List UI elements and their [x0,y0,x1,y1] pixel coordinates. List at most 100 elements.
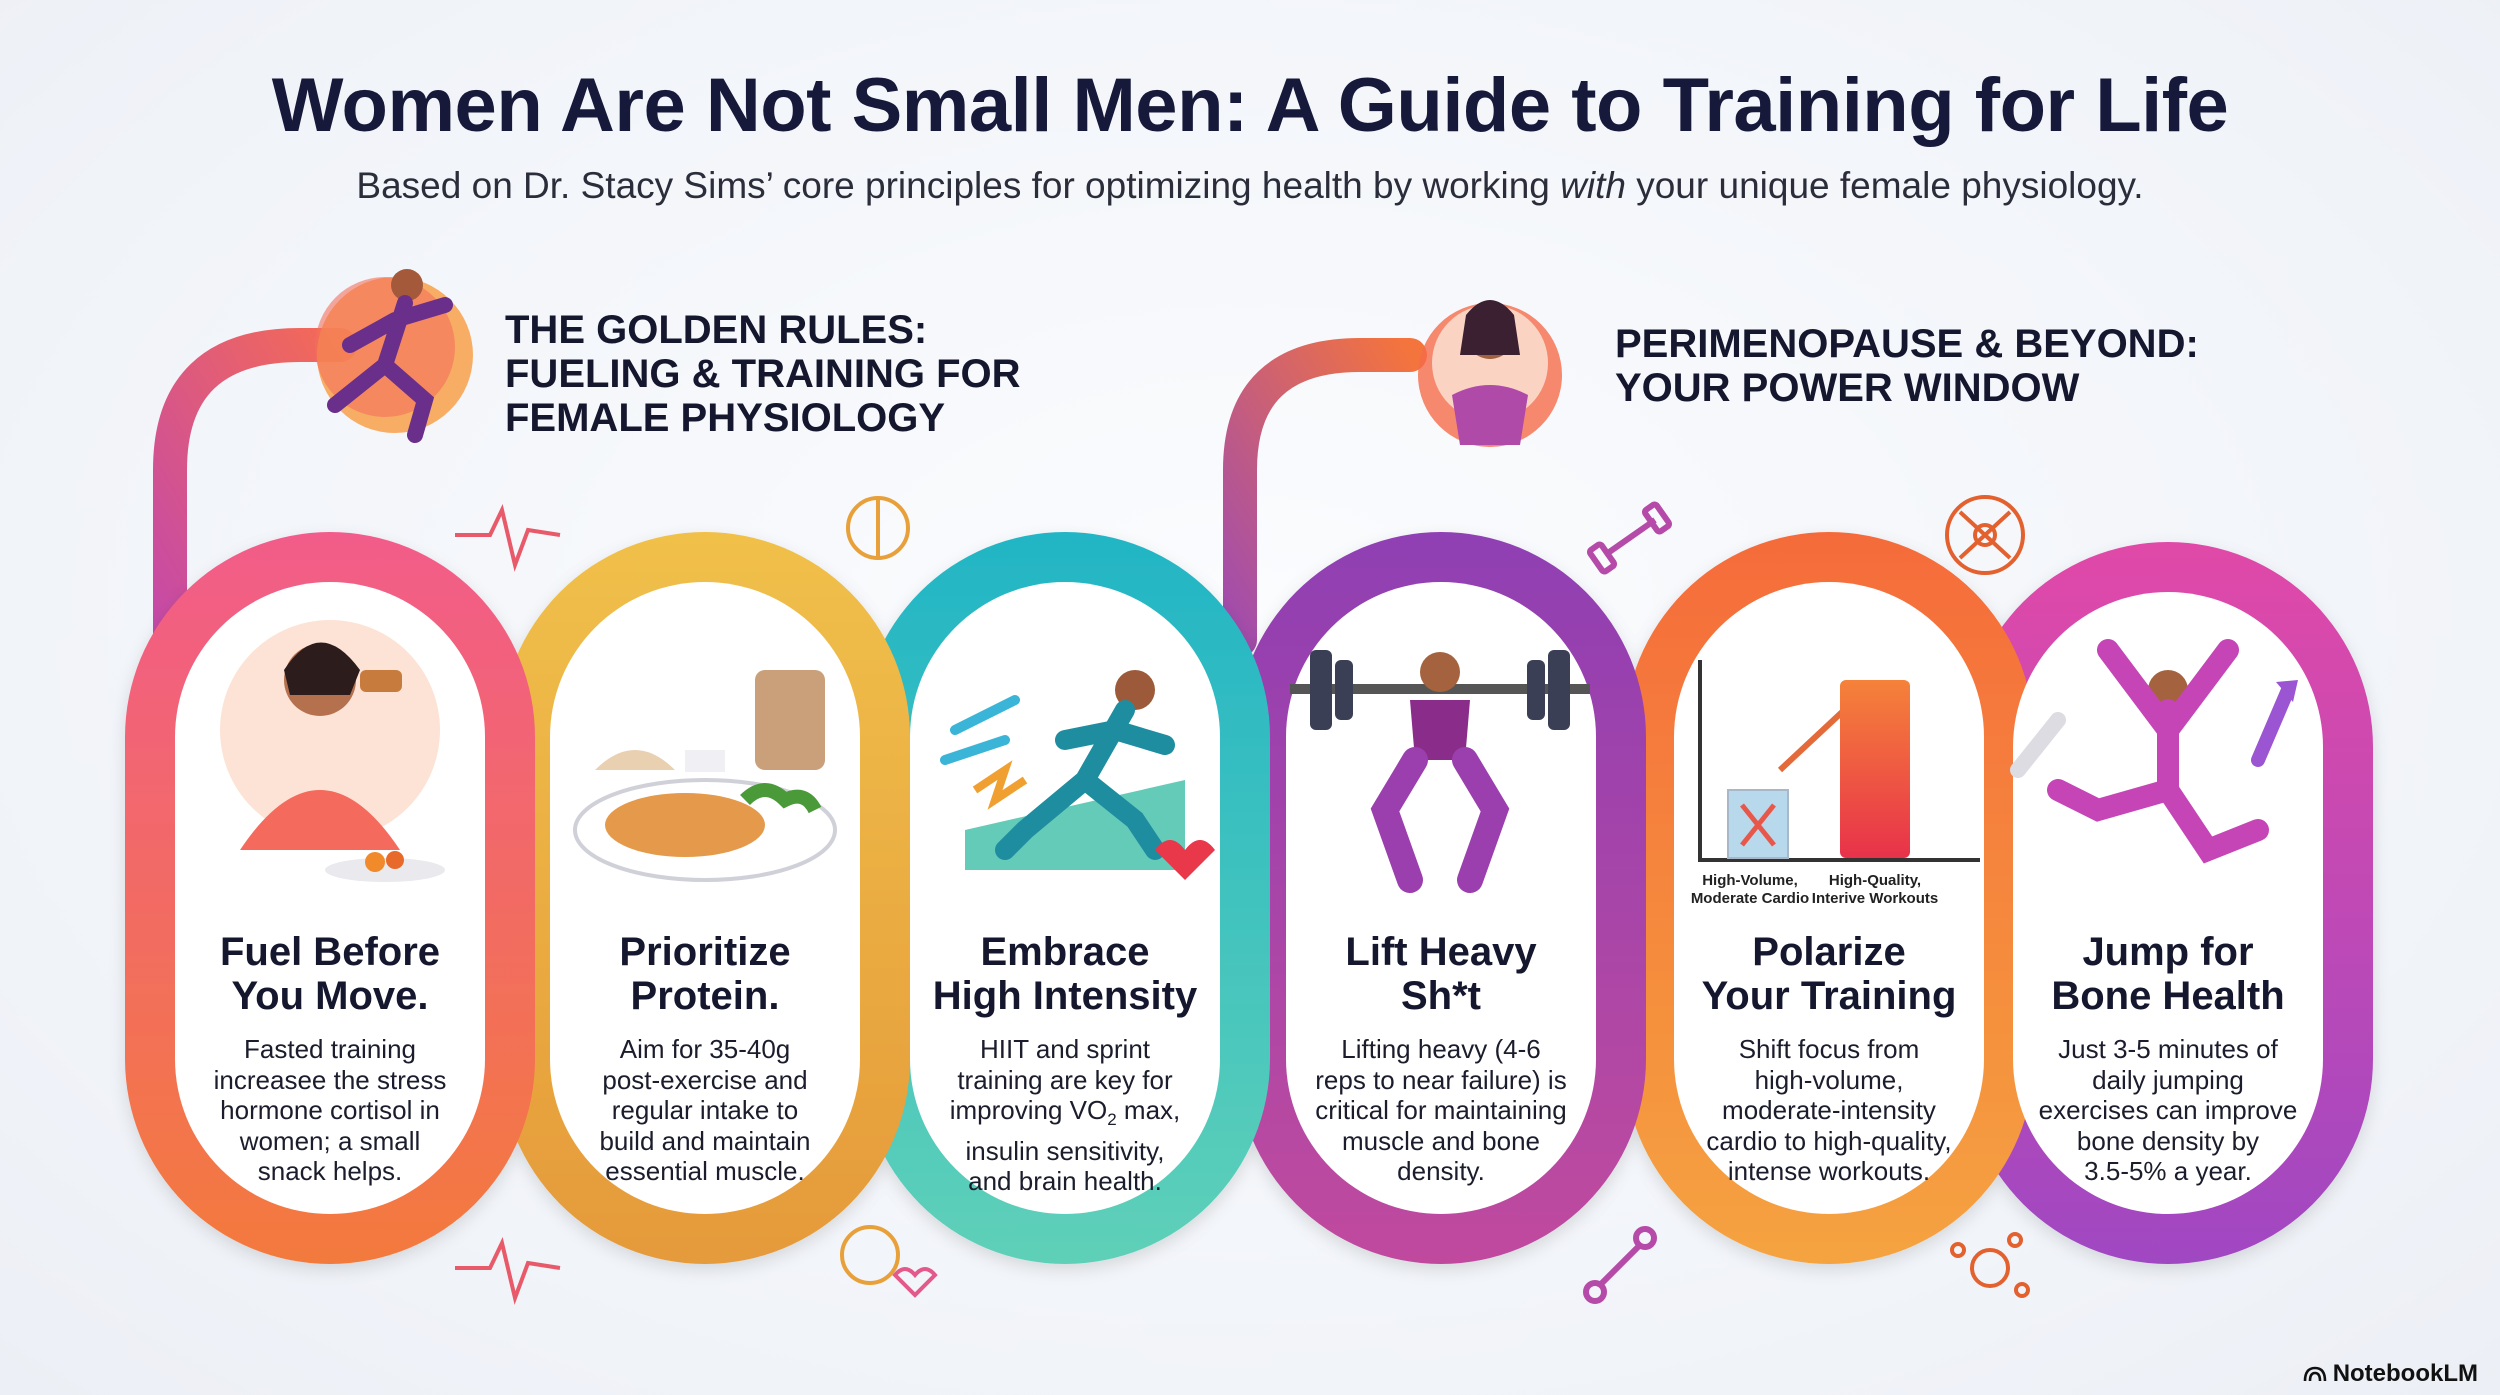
card-title: Prioritize Protein. [555,930,855,1018]
section-title-line: THE GOLDEN RULES: [505,308,928,352]
notebooklm-logo-icon [2303,1366,2326,1382]
runner-avatar-icon [315,269,473,443]
woman-squat-barbell-icon [1290,650,1590,893]
section-title-line: YOUR POWER WINDOW [1615,366,2080,410]
card-body-line: and brain health. [968,1166,1162,1197]
molecule-icon-top [1945,495,2025,575]
card-body: Shift focus from high-volume, moderate-i… [1679,1034,1979,1187]
brain-icon-top [846,496,910,560]
card-title-line: You Move. [231,974,429,1018]
card-prioritize-protein: Prioritize Protein. Aim for 35-40g post-… [555,930,855,1187]
card-body-line: regular intake to [611,1095,799,1125]
card-title-line: Jump for [2082,930,2254,974]
card-title-line: Fuel Before [219,930,441,974]
bone-icon-bottom [1583,1226,1657,1304]
card-body-line: Fasted training [244,1034,416,1064]
card-body-line: essential muscle. [605,1156,805,1186]
card-body-line: cardio to high-quality, [1706,1125,1952,1156]
card-title-line: Sh*t [1401,974,1481,1018]
card-title: Fuel Before You Move. [180,930,480,1018]
subtitle-text-start: Based on Dr. Stacy Sims’ core principles… [356,165,1561,206]
card-body: Fasted training increasee the stress hor… [180,1034,480,1187]
molecule-icon-bottom [1950,1232,2030,1298]
card-body-line: HIIT and sprint [979,1034,1151,1064]
card-body: Just 3-5 minutes of daily jumping exerci… [2018,1034,2318,1187]
card-title-line: High Intensity [932,974,1198,1018]
card-body-line: build and maintain [599,1125,811,1156]
section-title-perimenopause: PERIMENOPAUSE & BEYOND: YOUR POWER WINDO… [1615,322,2255,410]
card-title-line: Polarize [1752,930,1906,974]
card-body-line: 3.5-5% a year. [2084,1156,2252,1186]
card-title-line: Protein. [630,974,780,1018]
notebooklm-label: NotebookLM [2332,1360,2478,1387]
section-title-line: FUELING & TRAINING FOR [505,352,1021,396]
card-body-line: exercises can improve [2038,1095,2298,1125]
card-body-line: high-volume, [1754,1064,1904,1095]
card-body: Aim for 35-40g post-exercise and regular… [555,1034,855,1187]
woman-eating-snack-icon [220,620,445,882]
dumbbell-icon-top [1586,501,1673,575]
card-body: Lifting heavy (4-6 reps to near failure)… [1291,1034,1591,1187]
chart-label-line: Interive Workouts [1811,890,1939,907]
chart-label-right: High-Quality, Interive Workouts [1805,872,1945,908]
card-high-intensity: Embrace High Intensity HIIT and sprint t… [915,930,1215,1197]
card-body-text: improving VO [949,1095,1108,1125]
card-title-line: Bone Health [2051,974,2285,1018]
chart-label-line: High-Volume, [1702,872,1798,889]
subtitle-text-end: your unique female physiology. [1625,165,2144,206]
card-body-line: snack helps. [257,1156,403,1186]
card-body: HIIT and sprint training are key for imp… [915,1034,1215,1197]
card-body-line: improving VO2 max, [915,1095,1215,1136]
card-body-line: intense workouts. [1727,1156,1931,1186]
section-title-line: PERIMENOPAUSE & BEYOND: [1615,322,2199,366]
card-title: Embrace High Intensity [915,930,1215,1018]
card-inner-4 [1286,582,1596,1214]
chicken-plate-protein-icon [573,670,837,882]
sprinting-woman-icon [940,670,1215,880]
connector-arc-left [153,328,357,657]
chart-label-line: High-Quality, [1828,872,1922,889]
heartbeat-icon-bottom [455,1237,561,1305]
card-body-line: insulin sensitivity, [965,1135,1165,1166]
jumping-woman-icon [2010,639,2298,864]
chart-label-line: Moderate Cardio [1690,890,1810,907]
chart-label-left: High-Volume, Moderate Cardio [1685,872,1815,908]
subtitle: Based on Dr. Stacy Sims’ core principles… [0,165,2500,207]
card-body-line: Just 3-5 minutes of [2058,1034,2278,1064]
card-lift-heavy: Lift Heavy Sh*t Lifting heavy (4-6 reps … [1291,930,1591,1187]
card-body-line: post-exercise and [602,1064,808,1095]
card-body-line: increasee the stress [213,1064,447,1095]
card-body-line: reps to near failure) is [1315,1064,1567,1095]
section-title-line: FEMALE PHYSIOLOGY [505,396,946,440]
main-title: Women Are Not Small Men: A Guide to Trai… [271,63,2229,148]
card-body-line: density. [1397,1156,1485,1186]
subtitle-emphasis: with [1560,165,1626,206]
training-shift-chart [1698,660,1980,862]
connector-arc-right [1223,338,1427,657]
card-body-line: daily jumping [2092,1064,2244,1095]
card-title-line: Embrace [980,930,1150,974]
card-body-subscript: 2 [1107,1110,1117,1130]
card-body-line: moderate-intensity [1722,1095,1936,1125]
card-title: Lift Heavy Sh*t [1291,930,1591,1018]
card-body-text: max, [1116,1095,1181,1125]
notebooklm-badge: NotebookLM [2303,1360,2478,1388]
card-body-line: Shift focus from [1738,1034,1920,1064]
card-body-line: muscle and bone [1341,1125,1541,1156]
card-body-line: bone density by [2076,1125,2260,1156]
card-title-line: Lift Heavy [1345,930,1537,974]
card-inner-6 [2013,592,2323,1214]
card-polarize-training: Polarize Your Training Shift focus from … [1679,930,1979,1187]
heartbeat-icon-top [455,504,561,572]
card-jump-bone-health: Jump for Bone Health Just 3-5 minutes of… [2018,930,2318,1187]
card-body-line: training are key for [957,1064,1173,1095]
card-fuel-before: Fuel Before You Move. Fasted training in… [180,930,480,1187]
card-body-line: women; a small [239,1125,421,1156]
section-title-golden-rules: THE GOLDEN RULES: FUELING & TRAINING FOR… [505,308,1065,440]
card-title-line: Your Training [1701,974,1957,1018]
card-title: Jump for Bone Health [2018,930,2318,1018]
card-body-line: Aim for 35-40g [619,1034,791,1064]
brain-heart-icon-bottom [840,1225,938,1298]
card-body-line: critical for maintaining [1315,1095,1567,1125]
